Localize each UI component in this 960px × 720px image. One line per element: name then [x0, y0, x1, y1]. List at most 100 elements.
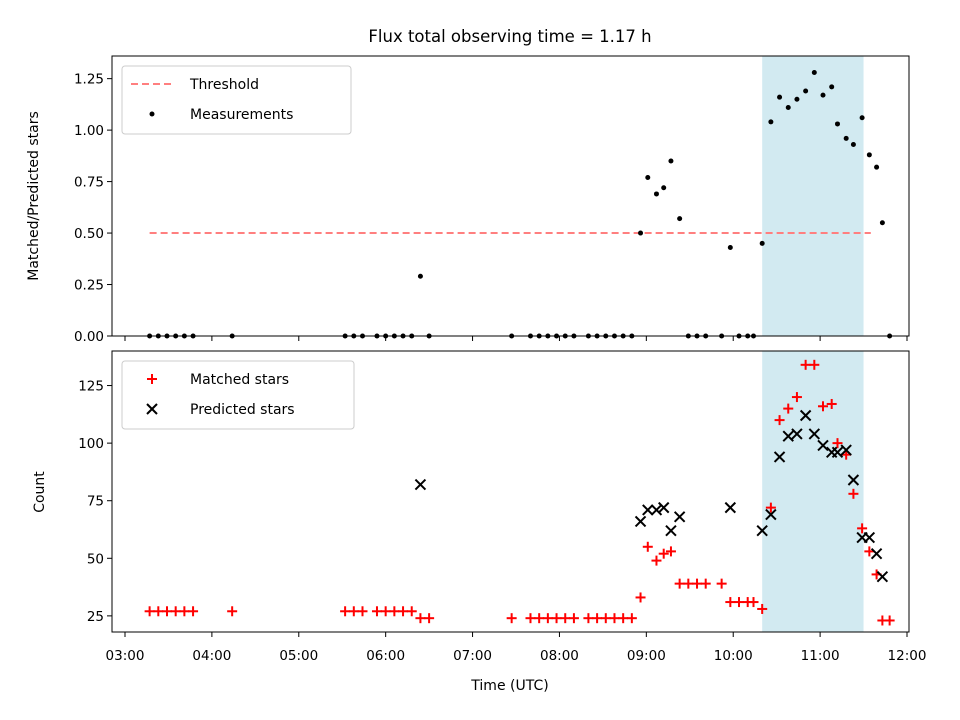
legend-matched-swatch: [147, 374, 157, 384]
bottom-y-tick-label: 25: [87, 609, 104, 625]
matched-stars-point: [144, 606, 155, 617]
chart-title: Flux total observing time = 1.17 h: [368, 27, 651, 46]
measurement-point: [829, 84, 835, 90]
measurement-point: [777, 94, 783, 100]
top-y-tick-label: 0.75: [74, 175, 104, 191]
predicted-stars-point: [791, 428, 803, 440]
top-legend: Threshold Measurements: [121, 65, 352, 135]
matched-stars-point: [884, 615, 895, 626]
predicted-stars-point: [847, 474, 860, 486]
predicted-stars-point: [665, 524, 677, 537]
matched-stars-point: [748, 597, 759, 608]
predicted-stars-point: [765, 508, 777, 521]
measurement-point: [653, 191, 659, 197]
matched-stars-point: [658, 548, 669, 559]
measurement-point: [820, 92, 826, 98]
matched-stars-point: [188, 606, 199, 617]
measurement-point: [879, 220, 885, 226]
matched-stars-series: [144, 359, 895, 626]
measurement-point: [759, 240, 765, 246]
x-tick-label: 10:00: [714, 648, 753, 664]
matched-stars-point: [424, 613, 435, 624]
matched-stars-point: [170, 606, 181, 617]
predicted-stars-point: [634, 515, 647, 528]
measurement-point: [661, 185, 667, 191]
x-tick-label: 09:00: [627, 648, 666, 664]
predicted-stars-point: [414, 478, 427, 491]
matched-stars-point: [348, 606, 359, 617]
matched-stars-point: [618, 613, 629, 624]
legend-matched-label: Matched stars: [190, 372, 289, 388]
measurement-point: [866, 152, 872, 158]
matched-stars-point: [800, 359, 811, 370]
matched-stars-point: [560, 613, 571, 624]
matched-stars-point: [665, 546, 676, 557]
measurement-point: [645, 174, 651, 180]
matched-stars-point: [371, 606, 382, 617]
measurement-point: [638, 230, 644, 236]
bottom-y-tick-label: 125: [78, 379, 104, 395]
matched-stars-point: [791, 392, 802, 403]
measurements-series: [147, 69, 893, 339]
x-axis-label: Time (UTC): [470, 678, 548, 694]
matched-stars-point: [774, 415, 785, 426]
legend-predicted-label: Predicted stars: [190, 402, 295, 418]
matched-stars-point: [506, 613, 517, 624]
matched-stars-point: [857, 523, 868, 534]
top-x-axis-ticks: [124, 336, 908, 341]
measurement-point: [811, 69, 817, 75]
matched-stars-point: [227, 606, 238, 617]
matched-stars-point: [389, 606, 400, 617]
matched-stars-point: [692, 578, 703, 589]
matched-stars-point: [674, 578, 685, 589]
predicted-stars-point: [658, 501, 670, 514]
measurement-point: [785, 104, 791, 110]
predicted-stars-point: [876, 571, 889, 583]
predicted-stars-point: [817, 439, 829, 452]
measurement-point: [677, 216, 683, 222]
measurement-point: [843, 135, 849, 141]
top-y-tick-label: 0.25: [74, 278, 104, 294]
bottom-legend: Matched stars Predicted stars: [121, 360, 355, 430]
top-highlight-band: [762, 56, 864, 336]
legend-predicted-swatch: [146, 403, 158, 415]
matched-stars-point: [609, 613, 620, 624]
matched-stars-point: [380, 606, 391, 617]
measurement-point: [874, 164, 880, 170]
x-tick-label: 06:00: [366, 648, 405, 664]
matched-stars-point: [818, 401, 829, 412]
bottom-y-axis-ticks: 25 50 75 100 125: [78, 379, 112, 625]
matched-stars-point: [551, 613, 562, 624]
top-legend-box: [121, 65, 352, 135]
predicted-stars-point: [724, 501, 737, 514]
measurement-point: [768, 119, 774, 125]
x-tick-label: 08:00: [540, 648, 579, 664]
matched-stars-point: [179, 606, 190, 617]
matched-stars-point: [832, 438, 843, 449]
matched-stars-point: [583, 613, 594, 624]
predicted-stars-point: [870, 547, 883, 560]
predicted-stars-point: [782, 430, 794, 442]
predicted-stars-point: [650, 504, 663, 516]
matched-stars-point: [716, 578, 727, 589]
x-tick-label: 12:00: [888, 648, 927, 664]
top-y-tick-label: 1.25: [74, 72, 104, 88]
matched-stars-point: [626, 613, 637, 624]
predicted-stars-series: [414, 409, 889, 583]
matched-stars-point: [848, 488, 859, 499]
top-y-axis-ticks: 0.00 0.25 0.50 0.75 1.00 1.25: [74, 72, 112, 345]
matched-stars-point: [700, 578, 711, 589]
matched-stars-point: [161, 606, 172, 617]
measurement-point: [727, 244, 733, 250]
predicted-stars-point: [799, 409, 812, 422]
bottom-axes-frame: [111, 350, 910, 633]
x-tick-label: 05:00: [279, 648, 318, 664]
x-tick-label: 07:00: [453, 648, 492, 664]
bottom-highlight-band: [762, 351, 864, 632]
x-tick-label: 11:00: [801, 648, 840, 664]
matched-stars-point: [153, 606, 164, 617]
measurement-point: [803, 88, 809, 94]
matched-stars-point: [534, 613, 545, 624]
matched-stars-point: [809, 359, 820, 370]
bottom-y-tick-label: 50: [87, 551, 104, 567]
